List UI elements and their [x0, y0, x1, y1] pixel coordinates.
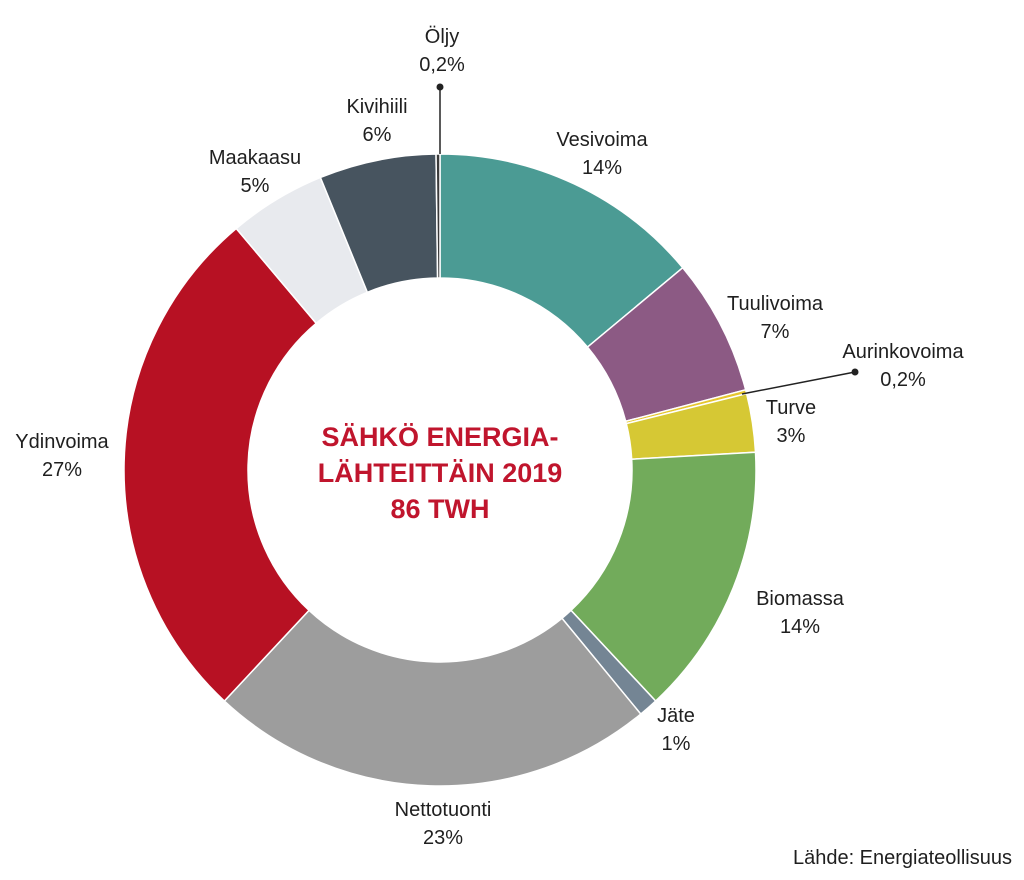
slice-label-turve: Turve	[766, 397, 816, 419]
leader-dot-oljy	[436, 83, 444, 91]
leader-dot-aurinkovoima	[851, 368, 859, 376]
slice-value-tuulivoima: 7%	[761, 321, 790, 343]
slice-label-vesivoima: Vesivoima	[556, 129, 648, 151]
slice-label-maakaasu: Maakaasu	[209, 147, 301, 169]
slice-labels: Vesivoima 14% Tuulivoima 7% Aurinkovoima 0,2%…	[15, 26, 964, 849]
slice-oljy	[435, 153, 441, 279]
source-note: Lähde: Energiateollisuus	[793, 847, 1012, 869]
slice-label-nettotuonti: Nettotuonti	[395, 799, 492, 821]
slice-label-biomassa: Biomassa	[756, 588, 845, 610]
slice-label-kivihiili: Kivihiili	[346, 96, 407, 118]
chart-title-line-1: SÄHKÖ ENERGIA-	[321, 422, 558, 452]
leader-lines	[436, 83, 859, 395]
slice-value-aurinkovoima: 0,2%	[880, 369, 926, 391]
slice-value-nettotuonti: 23%	[423, 827, 463, 849]
slice-label-ydinvoima: Ydinvoima	[15, 431, 109, 453]
slice-label-aurinkovoima: Aurinkovoima	[842, 341, 964, 363]
slice-value-kivihiili: 6%	[363, 124, 392, 146]
slice-label-tuulivoima: Tuulivoima	[727, 293, 824, 315]
leader-line-aurinkovoima	[741, 371, 856, 395]
slice-value-vesivoima: 14%	[582, 157, 622, 179]
slice-value-oljy: 0,2%	[419, 54, 465, 76]
donut-slices	[123, 153, 757, 787]
slice-label-jate: Jäte	[657, 705, 695, 727]
slice-value-turve: 3%	[777, 425, 806, 447]
slice-label-oljy: Öljy	[425, 26, 459, 48]
slice-value-biomassa: 14%	[780, 616, 820, 638]
slice-value-jate: 1%	[662, 733, 691, 755]
chart-title-line-3: 86 TWH	[390, 494, 489, 524]
slice-nettotuonti	[223, 609, 642, 787]
slice-value-ydinvoima: 27%	[42, 459, 82, 481]
slice-value-maakaasu: 5%	[241, 175, 270, 197]
slice-ydinvoima	[123, 227, 318, 703]
chart-title-line-2: LÄHTEITTÄIN 2019	[318, 458, 563, 488]
